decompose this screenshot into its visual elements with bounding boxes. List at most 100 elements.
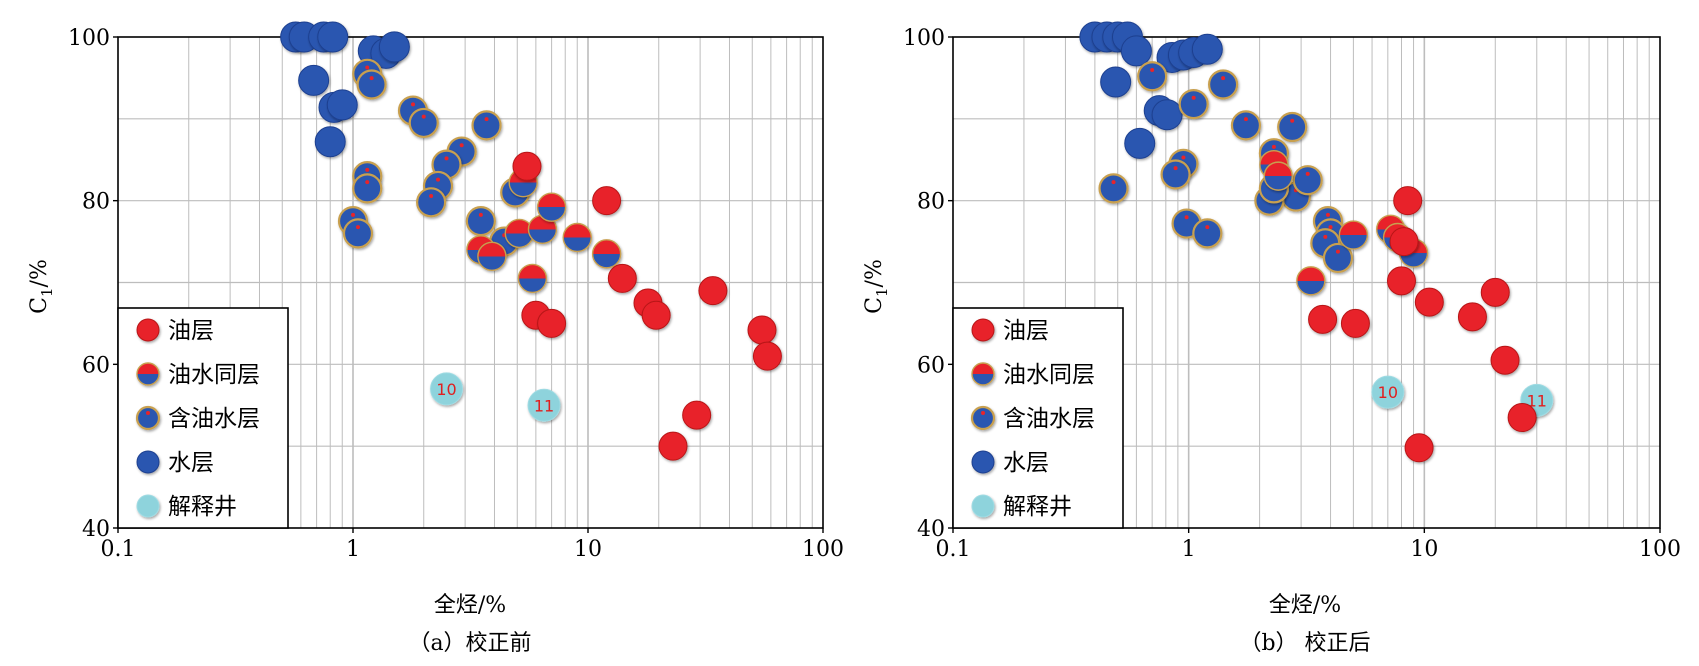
data-point-mixed <box>562 222 592 253</box>
legend-marker-oilwater <box>135 405 161 431</box>
data-point-oilwater-dot <box>1173 166 1178 171</box>
data-point-oilwater-dot <box>1184 215 1189 220</box>
y-axis-label: C1/% <box>27 259 56 314</box>
legend-marker-mixed <box>136 362 160 386</box>
data-point-explain <box>1371 375 1405 409</box>
data-point-oil <box>607 263 637 293</box>
x-tick-label: 1 <box>1182 537 1196 562</box>
data-point-oil <box>1490 345 1520 375</box>
data-point-oil <box>752 341 782 371</box>
y-tick-label: 40 <box>917 517 945 542</box>
data-point-oilwater-dot <box>1191 95 1196 100</box>
chart-panel-b: 0.1 1 10 100 40 60 80 100 全烃/% C1/% （b） 校正后 10 11 油层油… <box>862 21 1681 656</box>
data-point-oilwater-dot <box>421 114 426 119</box>
data-point-mixed <box>1296 266 1326 296</box>
y-tick-label: 100 <box>68 26 110 51</box>
y-tick-label: 60 <box>917 353 945 378</box>
legend-label: 油层 <box>168 318 214 344</box>
data-point-oilwater <box>1292 165 1323 196</box>
data-point-oilwater <box>1208 69 1239 100</box>
y-tick-label: 60 <box>82 353 110 378</box>
data-point-oil <box>682 400 712 430</box>
data-point-explain <box>430 372 464 406</box>
data-point-oil <box>1340 308 1370 338</box>
data-point-oilwater-dot <box>1205 225 1210 230</box>
legend-marker-explain <box>971 494 995 518</box>
data-point-oilwater-dot <box>365 65 370 70</box>
data-point-oil <box>641 300 671 330</box>
data-point-oilwater-dot <box>436 177 441 182</box>
y-tick-label: 40 <box>82 517 110 542</box>
plot-frame <box>117 36 824 529</box>
data-point-oilwater-dot <box>1335 249 1340 254</box>
data-point-oilwater <box>465 206 496 237</box>
x-tick-label: 100 <box>802 537 844 562</box>
data-point-oilwater <box>1098 173 1129 204</box>
data-point-mixed <box>1338 220 1369 250</box>
data-point-oil <box>1480 277 1510 307</box>
data-point-oilwater <box>416 187 447 218</box>
x-tick-label: 100 <box>1639 537 1681 562</box>
data-point-oilwater <box>1322 242 1354 274</box>
data-point-mixed <box>536 192 567 222</box>
data-point-water <box>314 126 346 158</box>
y-tick-label: 80 <box>917 190 945 215</box>
data-point-oilwater <box>356 69 387 100</box>
data-point-oilwater-dot <box>355 225 360 230</box>
data-point-mixed <box>591 239 622 269</box>
data-point-oilwater-dot <box>1111 180 1116 185</box>
data-point-water <box>317 21 349 53</box>
legend-label: 油水同层 <box>1003 362 1095 388</box>
data-point-oil <box>592 186 622 216</box>
data-point-oilwater-dot <box>1305 171 1310 176</box>
data-point-oilwater-dot <box>1243 117 1248 122</box>
data-point-water <box>1120 35 1152 67</box>
data-point-oilwater-dot <box>365 180 370 185</box>
data-point-oilwater-dot <box>459 143 464 148</box>
data-point-oilwater-dot <box>1271 144 1276 149</box>
data-point-oilwater <box>471 110 502 141</box>
data-point-mixed <box>517 263 548 294</box>
y-axis-label-unit: /% <box>862 259 887 287</box>
plot-frame <box>952 36 1661 529</box>
legend-marker-water <box>971 450 995 474</box>
data-point-oilwater <box>1230 110 1262 141</box>
explain-well-label: 10 <box>1378 383 1398 402</box>
x-tick-label: 1 <box>346 537 360 562</box>
data-point-oil <box>1414 287 1444 317</box>
panel-caption: （b） 校正后 <box>1239 631 1370 656</box>
legend-marker-water <box>136 450 160 474</box>
legend-label: 水层 <box>1003 450 1049 476</box>
data-point-oilwater <box>1137 61 1168 92</box>
data-points: 10 11 <box>280 21 782 461</box>
data-point-oilwater-dot <box>484 117 489 122</box>
data-point-oilwater-dot <box>478 212 483 217</box>
data-point-oilwater <box>408 107 439 139</box>
explain-well-label: 10 <box>436 380 456 399</box>
data-point-oil <box>698 276 728 306</box>
legend-label: 水层 <box>168 450 214 476</box>
data-point-mixed <box>477 241 507 272</box>
data-point-oilwater-dot <box>369 76 374 81</box>
data-point-oilwater <box>1160 159 1191 190</box>
data-point-oilwater-dot <box>1325 212 1330 217</box>
data-point-oilwater <box>1277 111 1308 143</box>
data-point-explain <box>527 388 561 422</box>
data-point-water <box>1100 66 1132 98</box>
y-axis-label: C1/% <box>862 259 891 314</box>
data-point-oilwater-dot <box>351 212 355 217</box>
data-point-oilwater-dot <box>410 102 415 107</box>
panel-caption: （a）校正前 <box>408 631 531 656</box>
legend-marker-oilwater <box>970 405 996 431</box>
data-point-oilwater-dot <box>1323 234 1328 239</box>
data-point-oilwater-dot <box>444 156 449 161</box>
legend-marker-oilwater-dot <box>146 411 150 416</box>
data-point-oil <box>747 315 777 345</box>
legend-label: 解释井 <box>1003 494 1072 520</box>
data-point-oil <box>1386 266 1416 296</box>
data-point-oil <box>1308 304 1338 334</box>
data-point-oilwater-dot <box>1221 76 1226 81</box>
